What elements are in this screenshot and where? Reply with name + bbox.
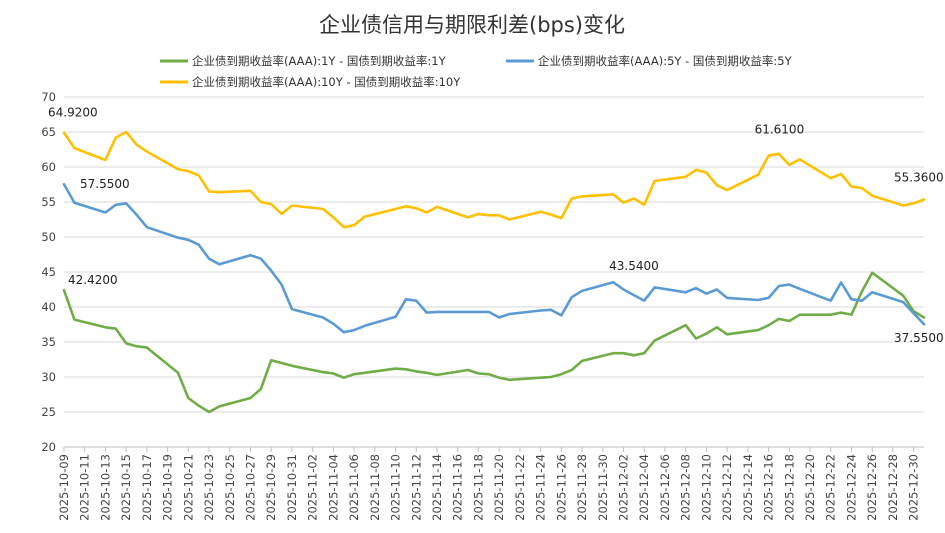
x-tick-label-2025-12-02: 2025-12-02 (617, 454, 631, 521)
y-tick-label-25: 25 (41, 405, 56, 419)
x-tick-label-2025-10-25: 2025-10-25 (223, 454, 237, 521)
x-tick-label-2025-10-27: 2025-10-27 (244, 454, 258, 521)
series-lines (62, 130, 926, 414)
x-tick-label-2025-11-30: 2025-11-30 (596, 454, 610, 521)
data-labels: 42.4200 57.5500 43.5400 37.5500 64.9200 61.61… (48, 106, 944, 346)
x-tick-label-2025-10-29: 2025-10-29 (264, 454, 278, 521)
legend-label-1y: 企业债到期收益率(AAA):1Y - 国债到期收益率:1Y (192, 54, 447, 68)
gridlines (64, 96, 924, 448)
x-tick-label-2025-12-20: 2025-12-20 (803, 454, 817, 521)
x-tick-label-2025-10-23: 2025-10-23 (202, 454, 216, 521)
x-tick-label-2025-11-26: 2025-11-26 (554, 454, 568, 521)
x-tick-label-2025-10-31: 2025-10-31 (285, 454, 299, 521)
y-tick-label-40: 40 (41, 300, 56, 314)
x-tick-label-2025-12-24: 2025-12-24 (844, 454, 858, 521)
x-tick-label-2025-11-10: 2025-11-10 (389, 454, 403, 521)
x-tick-label-2025-10-15: 2025-10-15 (119, 454, 133, 521)
x-tick-label-2025-11-06: 2025-11-06 (347, 454, 361, 521)
y-tick-label-50: 50 (41, 230, 56, 244)
legend-item-1y[interactable]: 企业债到期收益率(AAA):1Y - 国债到期收益率:1Y (160, 54, 447, 68)
chart-title: 企业债信用与期限利差(bps)变化 (319, 13, 625, 37)
x-tick-label-2025-12-26: 2025-12-26 (865, 454, 879, 521)
x-tick-label-2025-11-08: 2025-11-08 (368, 454, 382, 521)
y-tick-label-45: 45 (41, 265, 56, 279)
y-tick-label-55: 55 (41, 195, 56, 209)
data-label-s1-0: 57.5500 (80, 177, 130, 191)
x-tick-label-2025-11-16: 2025-11-16 (451, 454, 465, 521)
x-tick-label-2025-11-22: 2025-11-22 (513, 454, 527, 521)
x-tick-label-2025-12-06: 2025-12-06 (658, 454, 672, 521)
series-line-1 (62, 182, 926, 334)
x-tick-label-2025-10-17: 2025-10-17 (140, 454, 154, 521)
x-tick-label-2025-12-28: 2025-12-28 (886, 454, 900, 521)
y-tick-label-20: 20 (41, 440, 56, 454)
x-tick-label-2025-12-04: 2025-12-04 (637, 454, 651, 521)
x-tick-label-2025-11-02: 2025-11-02 (306, 454, 320, 521)
y-tick-label-30: 30 (41, 370, 56, 384)
y-tick-label-35: 35 (41, 335, 56, 349)
x-tick-label-2025-11-14: 2025-11-14 (430, 454, 444, 521)
x-tick-label-2025-11-20: 2025-11-20 (492, 454, 506, 521)
x-tick-label-2025-10-11: 2025-10-11 (78, 454, 92, 521)
series-line-2 (62, 130, 926, 229)
x-tick-label-2025-10-21: 2025-10-21 (181, 454, 195, 521)
data-label-s2-0: 64.9200 (48, 106, 98, 120)
x-tick-label-2025-12-18: 2025-12-18 (782, 454, 796, 521)
y-tick-label-65: 65 (41, 125, 56, 139)
data-label-s0-0: 42.4200 (68, 273, 118, 287)
x-tick-label-2025-11-28: 2025-11-28 (575, 454, 589, 521)
x-tick-label-2025-12-08: 2025-12-08 (679, 454, 693, 521)
x-tick-label-2025-11-18: 2025-11-18 (471, 454, 485, 521)
data-label-s1-2: 37.5500 (894, 331, 944, 345)
x-tick-label-2025-12-22: 2025-12-22 (824, 454, 838, 521)
x-tick-label-2025-12-14: 2025-12-14 (741, 454, 755, 521)
x-tick-label-2025-12-12: 2025-12-12 (720, 454, 734, 521)
x-tick-label-2025-12-30: 2025-12-30 (907, 454, 921, 521)
series-line-0 (62, 271, 926, 414)
x-tick-label-2025-10-19: 2025-10-19 (161, 454, 175, 521)
x-tick-label-2025-12-16: 2025-12-16 (762, 454, 776, 521)
data-label-s2-1: 61.6100 (755, 123, 805, 137)
legend-label-10y: 企业债到期收益率(AAA):10Y - 国债到期收益率:10Y (192, 75, 461, 89)
x-axis: 2025-10-09 2025-10-11 2025-10-13 2025-10-15… (57, 447, 921, 521)
x-tick-label-2025-10-13: 2025-10-13 (98, 454, 112, 521)
legend: 企业债到期收益率(AAA):1Y - 国债到期收益率:1Y 企业债到期收益率(A… (160, 54, 793, 89)
legend-label-5y: 企业债到期收益率(AAA):5Y - 国债到期收益率:5Y (538, 54, 793, 68)
y-axis: 20 25 30 35 40 45 50 55 60 65 70 (41, 90, 56, 454)
x-tick-label-2025-11-04: 2025-11-04 (326, 454, 340, 521)
y-tick-label-70: 70 (41, 90, 56, 104)
data-label-s2-2: 55.3600 (894, 170, 944, 184)
legend-item-5y[interactable]: 企业债到期收益率(AAA):5Y - 国债到期收益率:5Y (506, 54, 793, 68)
x-tick-label-2025-10-09: 2025-10-09 (57, 454, 71, 521)
data-label-s1-1: 43.5400 (609, 259, 659, 273)
x-tick-label-2025-11-12: 2025-11-12 (409, 454, 423, 521)
x-tick-label-2025-11-24: 2025-11-24 (534, 454, 548, 521)
legend-item-10y[interactable]: 企业债到期收益率(AAA):10Y - 国债到期收益率:10Y (160, 75, 461, 89)
y-tick-label-60: 60 (41, 160, 56, 174)
x-tick-label-2025-12-10: 2025-12-10 (699, 454, 713, 521)
